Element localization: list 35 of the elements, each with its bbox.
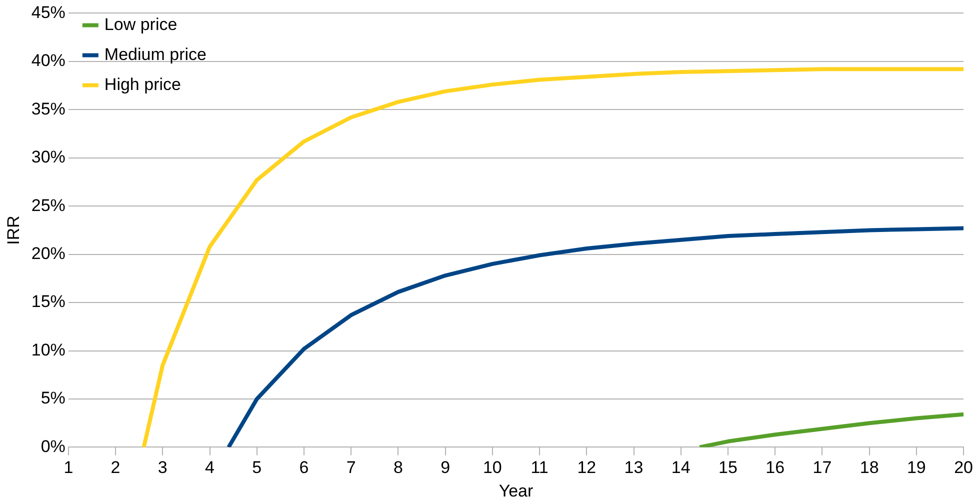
x-tick-label: 8 [393,458,403,478]
x-tick-label: 3 [158,458,168,478]
x-tick-label: 18 [860,458,879,478]
y-tick-label: 15% [31,292,66,312]
x-tick-label: 9 [440,458,450,478]
y-tick-label: 40% [31,51,66,70]
x-tick-label: 4 [205,458,214,478]
x-tick-label: 13 [624,458,644,478]
x-tick-label: 6 [299,458,309,478]
x-tick-label: 12 [577,458,596,478]
x-tick-label: 7 [346,458,356,478]
y-tick-label: 0% [40,436,66,456]
y-tick-label: 20% [31,244,66,263]
y-tick-label: 30% [31,148,66,167]
y-tick-label: 5% [40,388,66,408]
x-tick-label: 15 [718,458,738,478]
legend-label: High price [104,74,181,94]
x-tick-label: 5 [252,458,262,478]
y-tick-label: 45% [31,2,66,22]
y-tick-label: 35% [31,99,66,118]
legend-label: Low price [104,14,178,34]
x-tick-label: 11 [530,458,548,478]
x-tick-label: 19 [906,458,926,478]
legend-label: Medium price [104,44,206,64]
x-axis-title: Year [498,481,534,500]
x-tick-label: 16 [766,458,785,478]
x-tick-label: 14 [671,458,690,478]
y-tick-label: 25% [31,196,66,215]
x-tick-label: 2 [110,458,120,478]
x-tick-label: 20 [954,458,974,478]
x-tick-label: 10 [482,458,502,478]
y-tick-label: 10% [31,340,66,360]
x-tick-label: 1 [64,458,74,478]
x-tick-label: 17 [812,458,832,478]
y-axis-title: IRR [4,216,23,245]
